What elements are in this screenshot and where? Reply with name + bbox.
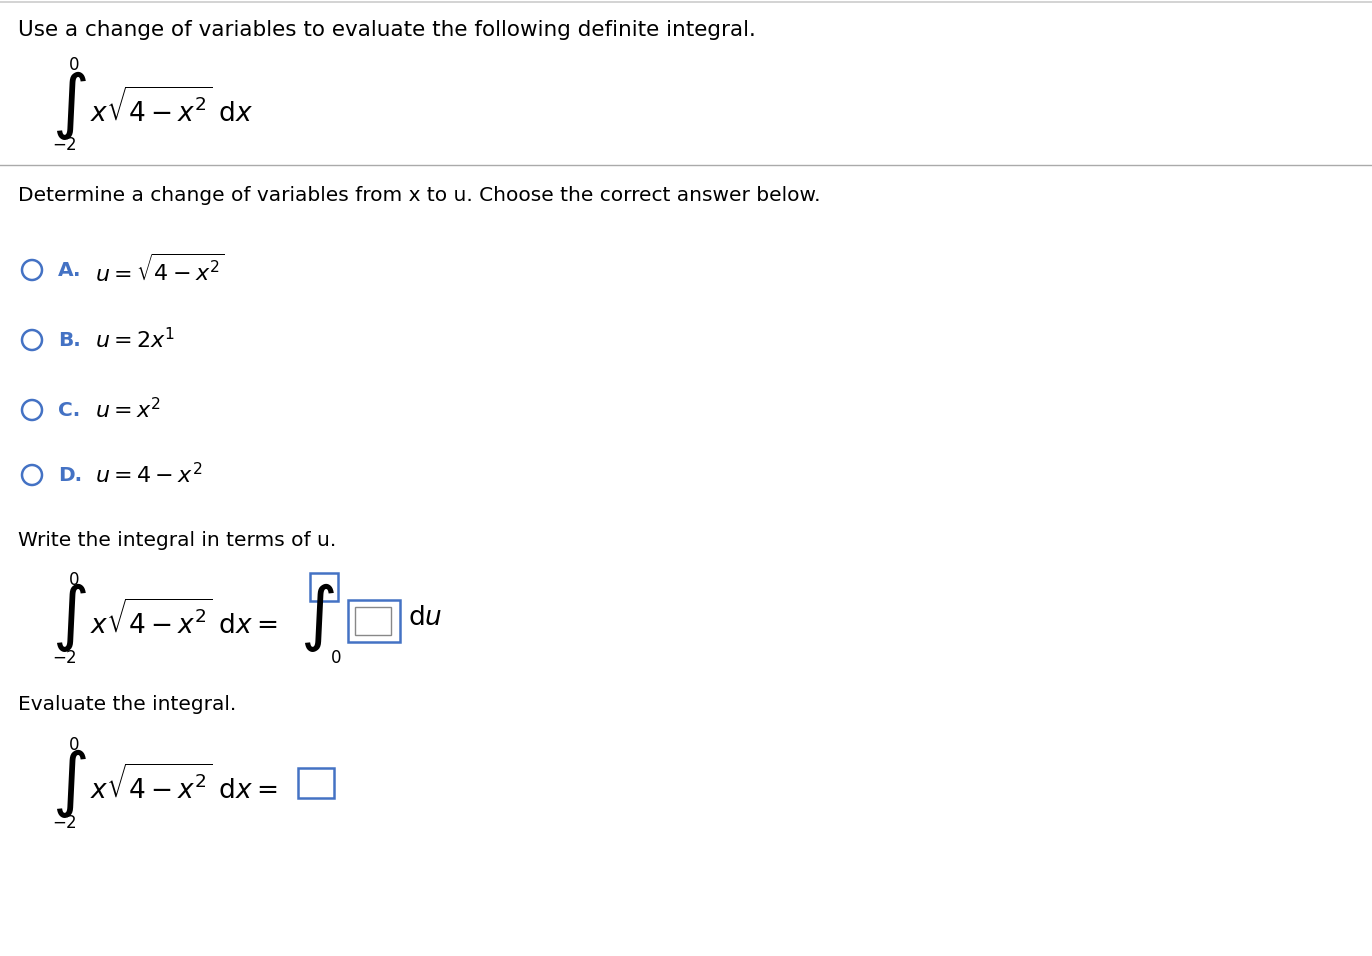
Text: Write the integral in terms of u.: Write the integral in terms of u. xyxy=(18,531,336,550)
Text: Evaluate the integral.: Evaluate the integral. xyxy=(18,696,236,714)
FancyBboxPatch shape xyxy=(355,607,391,635)
Text: $\int$: $\int$ xyxy=(52,69,86,141)
Text: $x\sqrt{4-x^2}\ \mathrm{d}x$: $x\sqrt{4-x^2}\ \mathrm{d}x$ xyxy=(91,88,254,128)
Text: $0$: $0$ xyxy=(69,571,80,589)
Text: D.: D. xyxy=(58,466,82,485)
Text: $0$: $0$ xyxy=(331,649,342,667)
Text: $u=\sqrt{4-x^2}$: $u=\sqrt{4-x^2}$ xyxy=(95,254,225,286)
Text: Use a change of variables to evaluate the following definite integral.: Use a change of variables to evaluate th… xyxy=(18,20,756,40)
Text: $-2$: $-2$ xyxy=(52,649,77,667)
Text: $u=4-x^2$: $u=4-x^2$ xyxy=(95,463,202,488)
Text: Determine a change of variables from x to u. Choose the correct answer below.: Determine a change of variables from x t… xyxy=(18,185,820,205)
Text: $\int$: $\int$ xyxy=(300,581,335,655)
FancyBboxPatch shape xyxy=(348,600,401,642)
Text: $0$: $0$ xyxy=(69,736,80,754)
Text: $x\sqrt{4-x^2}\ \mathrm{d}x =$: $x\sqrt{4-x^2}\ \mathrm{d}x =$ xyxy=(91,600,277,640)
Text: $\mathrm{d}u$: $\mathrm{d}u$ xyxy=(407,605,442,631)
Text: B.: B. xyxy=(58,331,81,350)
Text: $\int$: $\int$ xyxy=(52,747,86,819)
Text: $-2$: $-2$ xyxy=(52,814,77,832)
Text: $0$: $0$ xyxy=(69,56,80,74)
Text: $u=x^2$: $u=x^2$ xyxy=(95,398,161,423)
Text: $x\sqrt{4-x^2}\ \mathrm{d}x =$: $x\sqrt{4-x^2}\ \mathrm{d}x =$ xyxy=(91,765,277,805)
Text: $-2$: $-2$ xyxy=(52,136,77,154)
Text: A.: A. xyxy=(58,260,81,279)
Text: C.: C. xyxy=(58,401,80,420)
Text: $\int$: $\int$ xyxy=(52,581,86,655)
FancyBboxPatch shape xyxy=(310,573,338,601)
FancyBboxPatch shape xyxy=(298,768,333,798)
Text: $u=2x^1$: $u=2x^1$ xyxy=(95,327,176,353)
